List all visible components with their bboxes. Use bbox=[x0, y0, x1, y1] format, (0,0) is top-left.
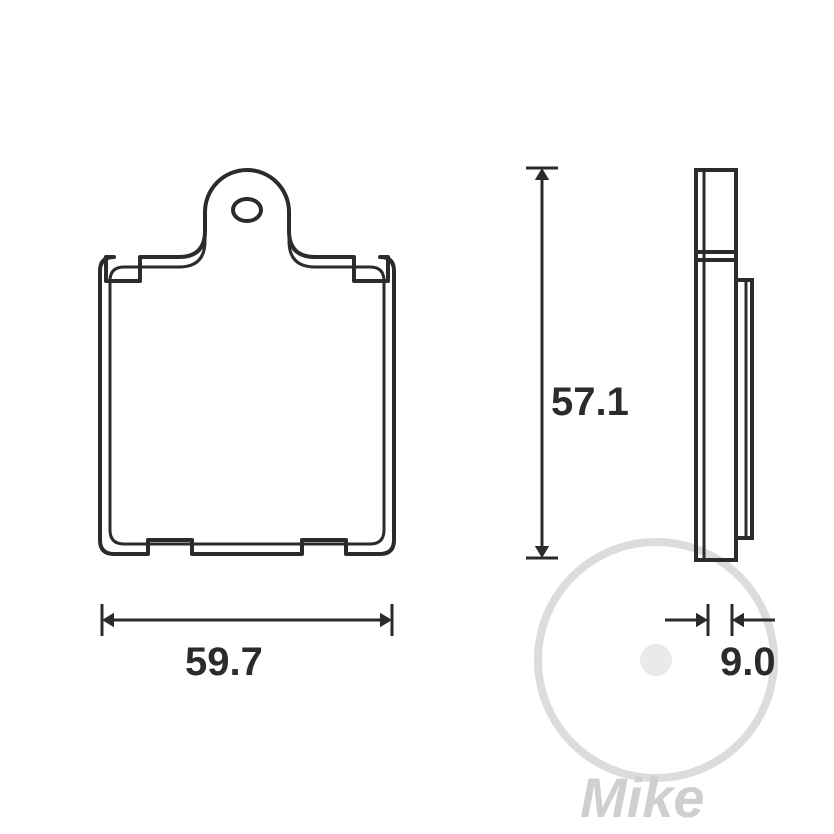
diagram-svg bbox=[0, 0, 834, 834]
dim-width-label: 59.7 bbox=[185, 640, 263, 685]
dim-arrow bbox=[380, 613, 392, 627]
dim-arrow bbox=[535, 546, 549, 558]
diagram-stage: 57.1 59.7 9.0 Mike bbox=[0, 0, 834, 834]
side-friction-pad bbox=[736, 280, 752, 538]
dim-thick-label: 9.0 bbox=[720, 640, 776, 685]
brake-pad-front-inner bbox=[110, 170, 384, 544]
brake-pad-front-outline bbox=[100, 170, 394, 554]
dim-height-label: 57.1 bbox=[551, 380, 629, 425]
dim-arrow bbox=[102, 613, 114, 627]
dim-arrow bbox=[732, 613, 744, 627]
dim-arrow bbox=[696, 613, 708, 627]
side-backing-plate bbox=[696, 170, 736, 560]
mounting-hole bbox=[233, 199, 261, 221]
watermark-dot bbox=[640, 644, 672, 676]
dim-arrow bbox=[535, 168, 549, 180]
